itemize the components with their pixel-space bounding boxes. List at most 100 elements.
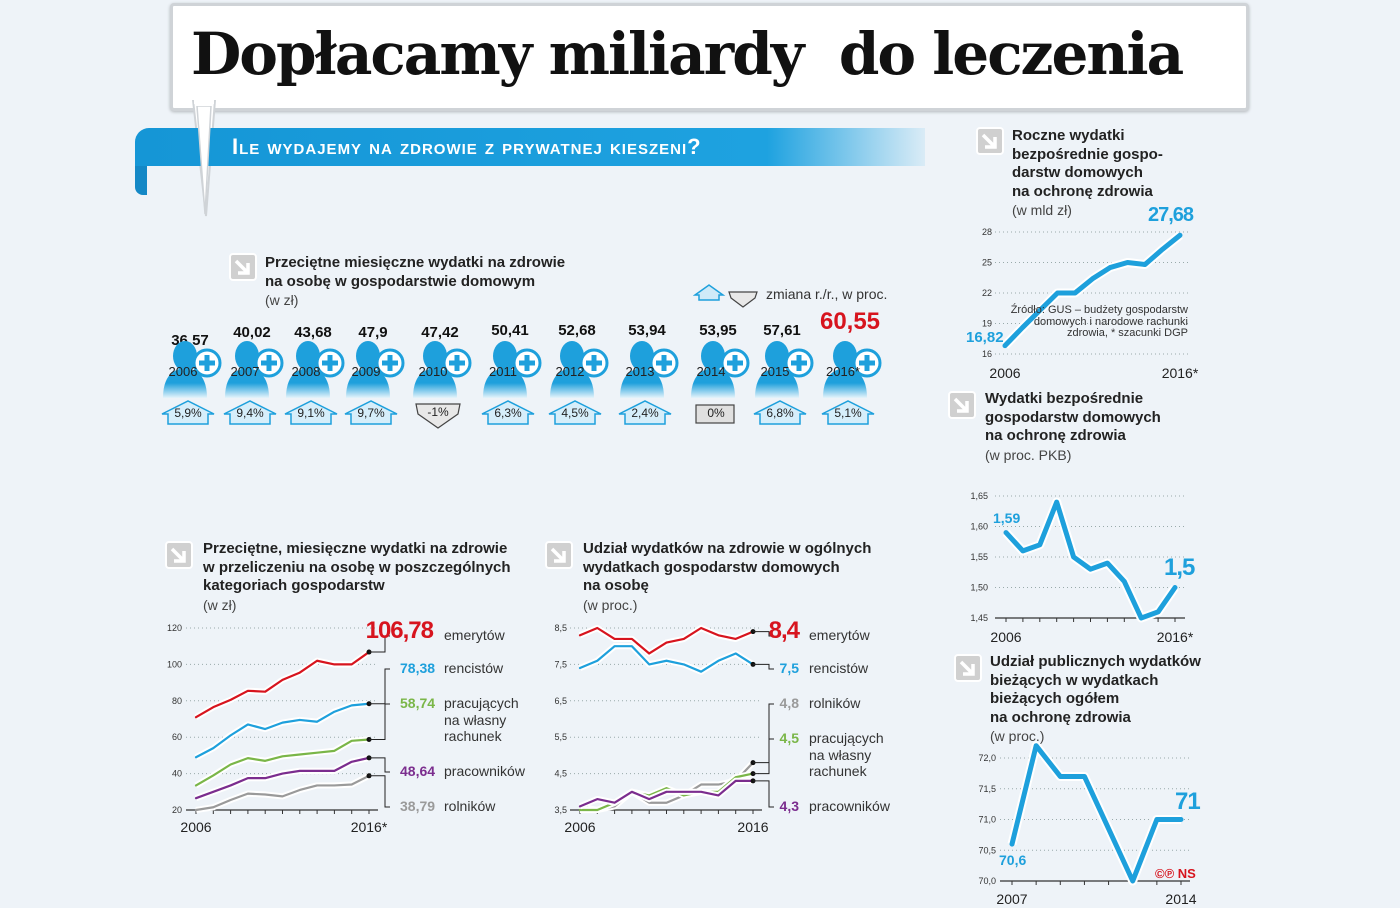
heading-line: gospodarstw domowych (985, 408, 1161, 426)
section-heading-gdp: Wydatki bezpośrednie gospodarstw domowych… (985, 390, 1161, 464)
monthly-year: 2006 (168, 364, 198, 379)
doctor-with-plus-icon (286, 341, 345, 398)
y-tick-label: 3,5 (554, 805, 567, 815)
y-tick-label: 1,55 (970, 552, 988, 562)
series-value-label: 7,5 (779, 660, 799, 676)
series-value-label: 78,38 (400, 660, 436, 676)
chart-gdp: 1,45 1,50 1,55 1,60 1,65 2006 2016* (970, 491, 1193, 645)
section-heading-public: Udział publicznych wydatków bieżących w w… (990, 653, 1201, 746)
y-tick-label: 71,5 (978, 784, 996, 794)
y-tick-label: 70,0 (978, 876, 996, 886)
chart-categories: 20 40 60 80 100 120 2006 2016* (167, 623, 388, 835)
y-tick-label: 40 (172, 769, 182, 779)
section-arrow-icon (164, 540, 194, 570)
section-arrow-icon (947, 390, 977, 420)
series-name-line: rencistów (444, 660, 504, 676)
y-tick-label: 1,60 (970, 522, 988, 532)
doctor-with-plus-icon (823, 341, 882, 398)
series-line-annual (1002, 232, 1183, 349)
doctor-with-plus-icon (346, 341, 405, 398)
monthly-year: 2014 (696, 364, 726, 379)
y-tick-label: 4,5 (554, 769, 567, 779)
label-connector (753, 780, 774, 808)
series-name-line: rolników (444, 798, 496, 814)
series-name-line: pracujących (444, 695, 519, 711)
doctor-with-plus-icon (550, 341, 609, 398)
x-tick-label: 2006 (990, 629, 1021, 645)
label-connector (753, 703, 774, 764)
y-tick-label: 8,5 (554, 623, 567, 633)
doctor-with-plus-icon (413, 341, 472, 398)
doctor-with-plus-icon (225, 341, 284, 398)
x-tick-label: 2014 (1165, 891, 1196, 907)
label-connector (369, 668, 390, 705)
series-value-label: 4,8 (779, 695, 799, 711)
y-tick-label: 22 (982, 288, 992, 298)
monthly-change: 9,1% (297, 406, 325, 420)
series-name-line: emerytów (444, 627, 505, 643)
section-arrow-icon (228, 252, 258, 282)
heading-line: Udział wydatków na zdrowie w ogólnych (583, 540, 872, 557)
series-name-line: pracowników (444, 763, 525, 779)
series-value-label: 106,78 (365, 617, 434, 644)
heading-line: kategoriach gospodarstw (203, 577, 385, 594)
series-line-emerytów (194, 650, 371, 719)
title-bubble: Dopłacamy miliardy do leczenia (170, 3, 1249, 111)
heading-line: bieżących w wydatkach (990, 671, 1159, 689)
series-value-label: 38,79 (400, 798, 436, 814)
end-value-label: 1,5 (1164, 554, 1195, 581)
series-name-label: rencistów (809, 660, 868, 677)
end-value-label: 71 (1175, 788, 1201, 815)
monthly-value: 52,68 (558, 322, 596, 339)
end-value-label: 27,68 (1148, 204, 1194, 226)
monthly-change: 0% (707, 406, 725, 420)
monthly-year: 2011 (489, 364, 517, 379)
y-tick-label: 5,5 (554, 732, 567, 742)
monthly-change: 5,1% (834, 406, 862, 420)
monthly-year: 2008 (291, 364, 321, 379)
heading-line: na osobę (583, 577, 649, 594)
series-name-line: rachunek (444, 728, 502, 744)
series-value-label: 58,74 (400, 695, 436, 711)
monthly-change: 2,4% (631, 406, 659, 420)
series-line-pracowników (578, 779, 755, 808)
heading-line: na ochronę zdrowia (990, 708, 1131, 726)
y-tick-label: 28 (982, 227, 992, 237)
section-heading-categories: Przeciętne, miesięczne wydatki na zdrowi… (203, 540, 511, 614)
section-arrow-icon (953, 653, 983, 683)
monthly-value: 40,02 (233, 324, 271, 341)
monthly-value: 43,68 (294, 324, 332, 341)
heading-line: darstw domowych (1012, 164, 1143, 181)
x-tick-label: 2016* (351, 819, 388, 835)
y-tick-label: 1,65 (970, 491, 988, 501)
series-line-gdp (1003, 499, 1178, 621)
y-tick-label: 25 (982, 258, 992, 268)
heading-line: Roczne wydatki (1012, 127, 1125, 144)
monthly-year: 2015 (760, 364, 790, 379)
monthly-change: -1% (427, 405, 449, 419)
series-line-rencistów (578, 645, 755, 673)
series-name-label: rolników (444, 798, 495, 815)
section-heading-annual: Roczne wydatki bezpośrednie gospo-darstw … (1012, 127, 1163, 220)
doctor-with-plus-icon (483, 341, 542, 398)
series-line-pracujących-na-własny-rachunek (194, 738, 371, 787)
doctor-with-plus-icon (691, 341, 750, 398)
series-line-public (1009, 743, 1184, 884)
x-tick-label: 2016* (1157, 629, 1194, 645)
arrow-up-icon (618, 400, 672, 425)
series-name-line: rachunek (809, 763, 867, 779)
monthly-value: 60,55 (819, 308, 881, 335)
y-tick-label: 16 (982, 349, 992, 359)
series-name-label: emerytów (809, 627, 870, 644)
arrow-up-icon (344, 400, 398, 425)
doctor-with-plus-icon (163, 341, 222, 398)
bubble-tail-front (196, 106, 212, 215)
y-tick-label: 71,0 (978, 815, 996, 825)
flat-box-icon (695, 404, 735, 424)
series-halo (1007, 741, 1181, 886)
label-connector (753, 631, 774, 637)
series-name-label: pracowników (444, 763, 525, 780)
heading-unit: (w zł) (203, 596, 237, 613)
chart-share: 3,5 4,5 5,5 6,5 7,5 8,5 2006 2016 (554, 623, 768, 835)
